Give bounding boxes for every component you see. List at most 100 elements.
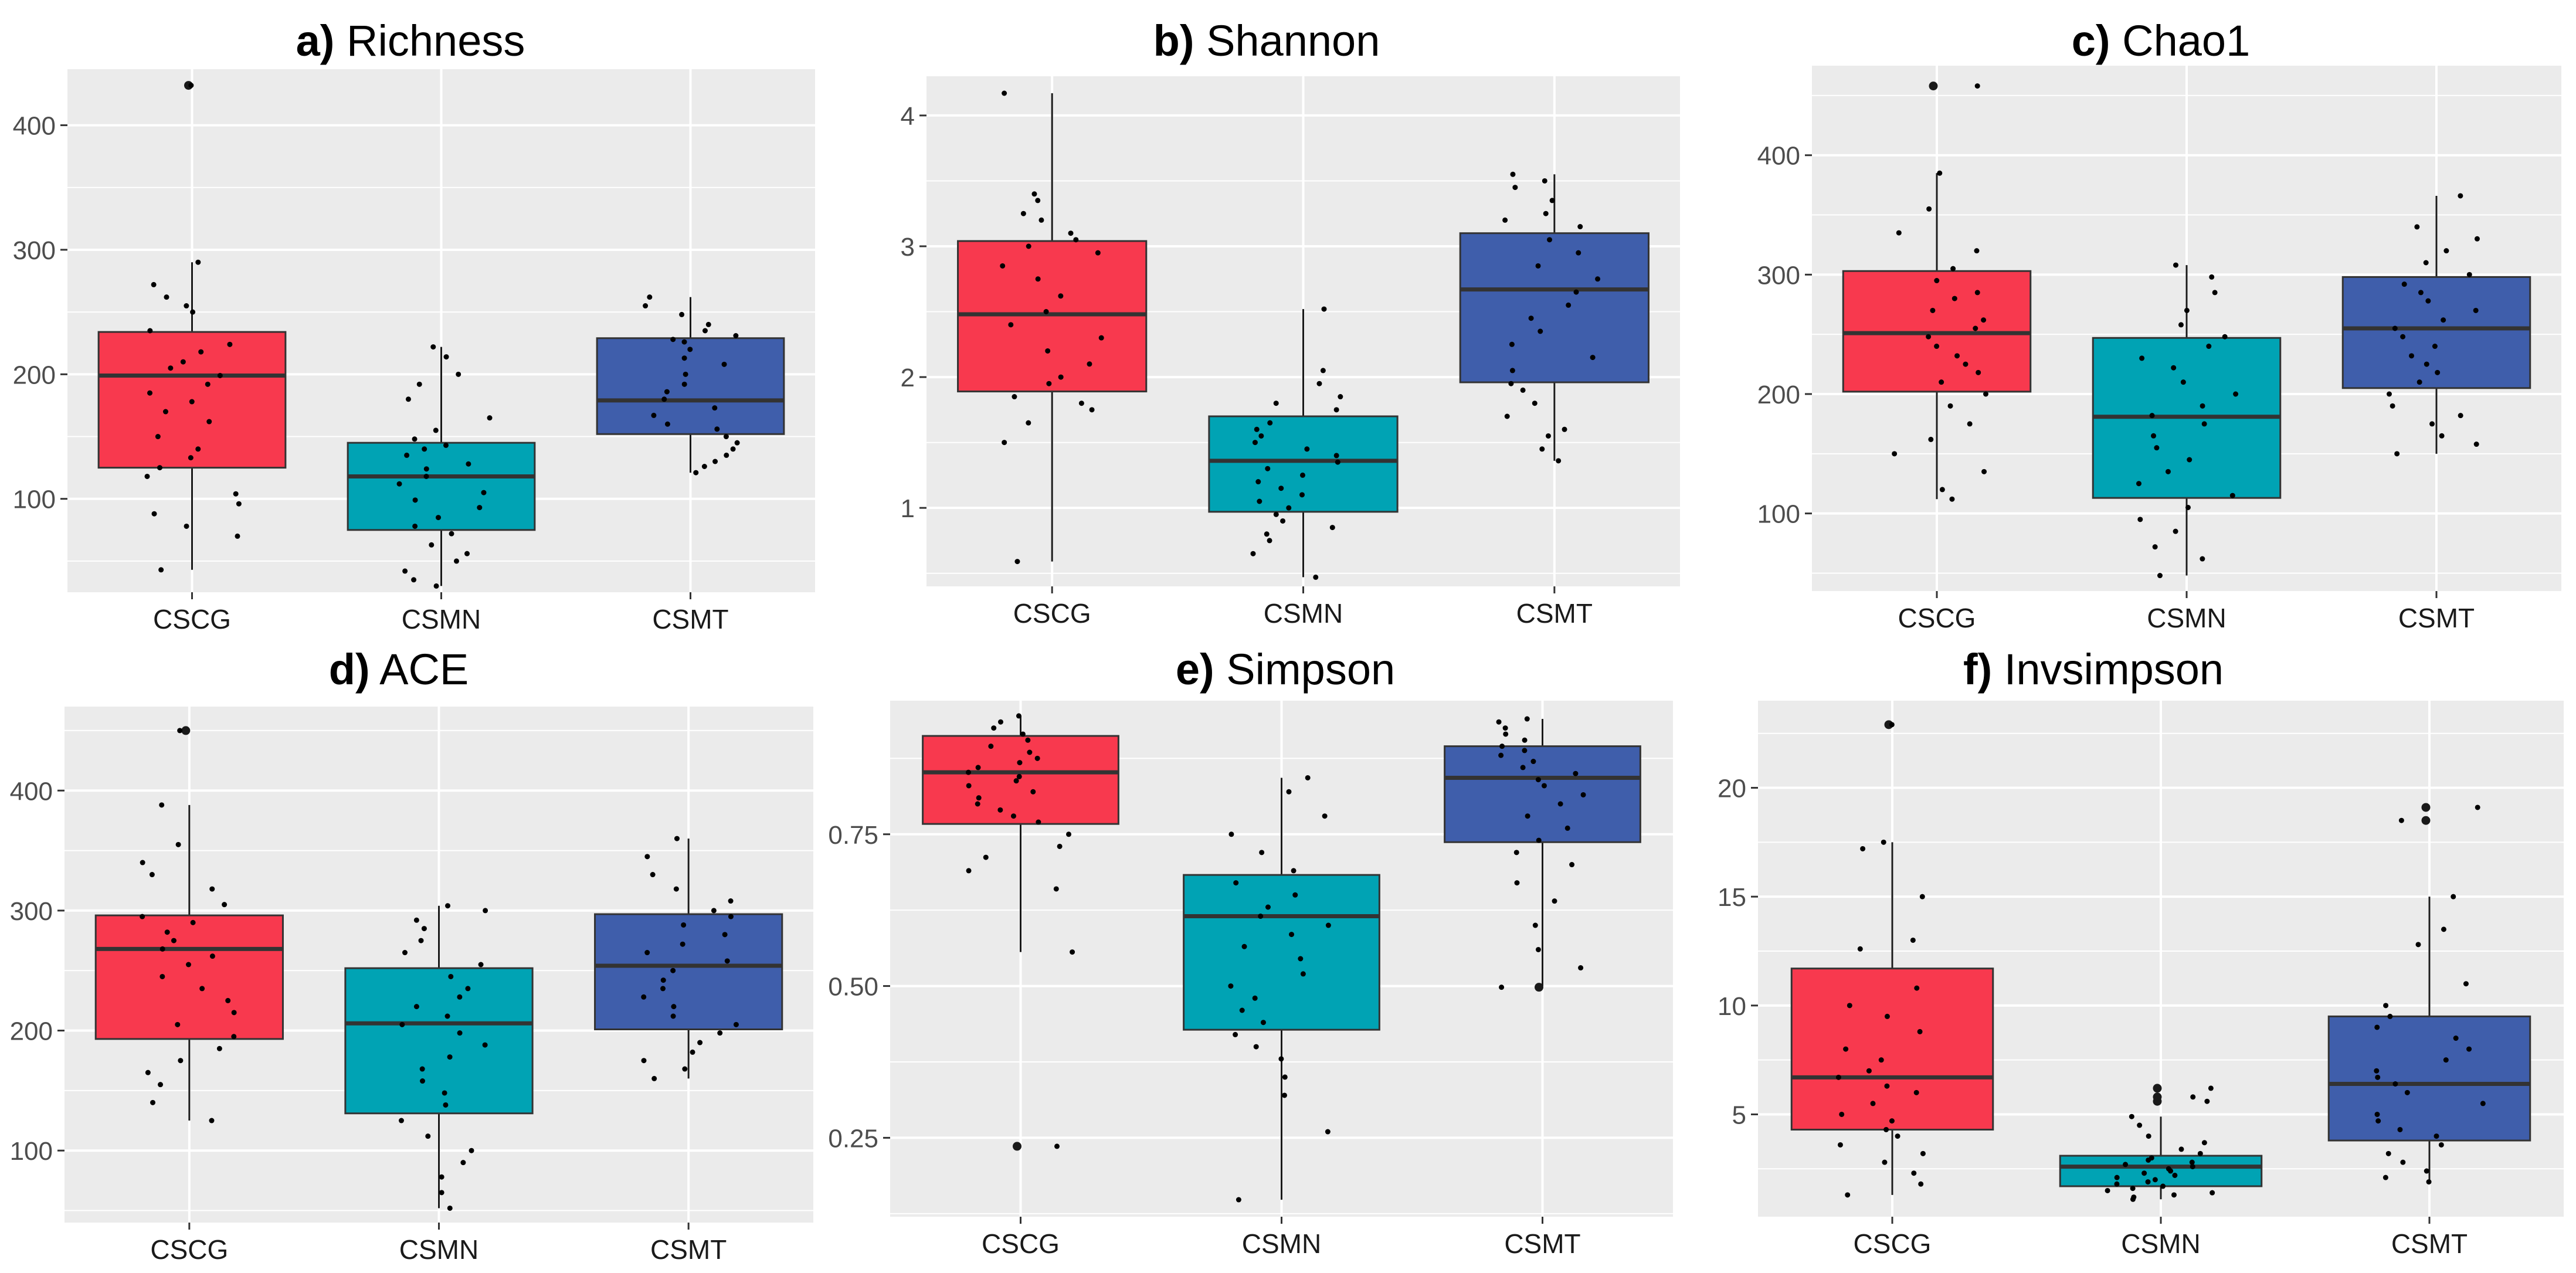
data-point bbox=[711, 908, 717, 914]
data-point bbox=[697, 1040, 703, 1045]
y-tick-label: 100 bbox=[13, 486, 56, 514]
data-point bbox=[466, 461, 471, 467]
data-point bbox=[1027, 749, 1033, 755]
data-point bbox=[1510, 171, 1516, 177]
data-point bbox=[217, 372, 223, 378]
data-point bbox=[1889, 722, 1895, 728]
data-point bbox=[188, 83, 194, 89]
data-point bbox=[2210, 1190, 2215, 1196]
data-point bbox=[1937, 170, 1943, 176]
data-point bbox=[1017, 760, 1023, 766]
data-point bbox=[2154, 445, 2160, 451]
data-point bbox=[1951, 296, 1957, 301]
data-point bbox=[1068, 230, 1074, 236]
data-point bbox=[158, 1082, 164, 1088]
box-cscg bbox=[1790, 968, 1994, 1131]
data-point bbox=[2200, 556, 2205, 562]
data-point bbox=[2438, 1142, 2444, 1148]
data-point bbox=[1557, 801, 1563, 807]
data-point bbox=[2146, 1133, 2151, 1139]
data-point bbox=[1547, 237, 1553, 243]
box-csmt bbox=[1444, 745, 1641, 843]
box-csmt bbox=[596, 337, 785, 435]
data-point bbox=[209, 886, 215, 892]
data-point bbox=[1878, 1057, 1884, 1063]
data-point bbox=[1299, 492, 1305, 498]
data-point bbox=[175, 1021, 181, 1027]
data-point bbox=[1313, 574, 1319, 580]
data-point bbox=[2443, 248, 2449, 254]
data-point bbox=[2429, 421, 2435, 427]
data-point bbox=[190, 919, 196, 925]
data-point bbox=[1896, 230, 1902, 236]
x-category-label: CSMT bbox=[2398, 603, 2475, 633]
data-point bbox=[1917, 1028, 1923, 1034]
data-point bbox=[481, 490, 487, 495]
data-point bbox=[1258, 914, 1264, 919]
data-point bbox=[1884, 1083, 1890, 1089]
data-point bbox=[1542, 178, 1547, 184]
data-point bbox=[147, 328, 153, 334]
data-point bbox=[419, 1066, 425, 1072]
data-point bbox=[1549, 198, 1555, 203]
data-point bbox=[1070, 949, 1075, 955]
data-point bbox=[1026, 420, 1031, 426]
data-point bbox=[487, 415, 493, 421]
data-point bbox=[1241, 943, 1247, 949]
data-point bbox=[235, 533, 240, 539]
data-point bbox=[1930, 307, 1936, 313]
data-point bbox=[195, 259, 201, 265]
data-point bbox=[664, 389, 670, 395]
data-point bbox=[1509, 368, 1515, 374]
data-point bbox=[1252, 995, 1258, 1001]
data-point bbox=[216, 1045, 222, 1051]
data-point bbox=[1265, 904, 1271, 910]
data-point bbox=[1000, 263, 1006, 269]
outlier-point bbox=[1929, 82, 1938, 91]
data-point bbox=[2435, 369, 2441, 375]
outlier-point bbox=[181, 726, 191, 735]
data-point bbox=[190, 309, 196, 315]
data-point bbox=[1253, 1044, 1259, 1050]
data-point bbox=[1502, 217, 1508, 223]
data-point bbox=[1580, 792, 1586, 797]
x-category-label: CSMT bbox=[1516, 598, 1593, 629]
x-category-label: CSMN bbox=[402, 604, 481, 634]
data-point bbox=[2157, 573, 2163, 579]
data-point bbox=[1289, 932, 1295, 938]
data-point bbox=[1267, 538, 1272, 544]
data-point bbox=[2171, 365, 2177, 371]
data-point bbox=[1333, 453, 1339, 459]
data-point bbox=[158, 567, 164, 573]
data-point bbox=[184, 303, 189, 309]
data-point bbox=[1013, 778, 1019, 784]
data-point bbox=[477, 505, 483, 511]
data-point bbox=[1525, 813, 1530, 819]
data-point bbox=[975, 801, 980, 807]
data-point bbox=[1320, 368, 1326, 374]
data-point bbox=[1926, 334, 1932, 340]
y-tick-label: 0.75 bbox=[828, 821, 878, 850]
data-point bbox=[1573, 289, 1579, 295]
data-point bbox=[1499, 744, 1505, 749]
data-point bbox=[2417, 379, 2422, 385]
data-point bbox=[1860, 846, 1866, 851]
y-tick-label: 400 bbox=[1757, 142, 1800, 171]
data-point bbox=[149, 872, 155, 878]
data-point bbox=[447, 1205, 453, 1211]
data-point bbox=[1054, 1143, 1060, 1149]
data-point bbox=[670, 1013, 676, 1019]
data-point bbox=[1078, 400, 1084, 406]
data-point bbox=[2129, 1114, 2134, 1119]
data-point bbox=[1281, 1092, 1287, 1098]
data-point bbox=[2451, 894, 2456, 899]
data-point bbox=[412, 523, 418, 529]
data-point bbox=[2390, 403, 2395, 409]
data-point bbox=[1566, 302, 1572, 308]
data-point bbox=[1538, 328, 1543, 334]
data-point bbox=[1043, 309, 1049, 315]
data-point bbox=[1963, 361, 1969, 367]
data-point bbox=[2152, 1177, 2158, 1183]
data-point bbox=[714, 426, 720, 432]
data-point bbox=[2397, 1126, 2403, 1132]
